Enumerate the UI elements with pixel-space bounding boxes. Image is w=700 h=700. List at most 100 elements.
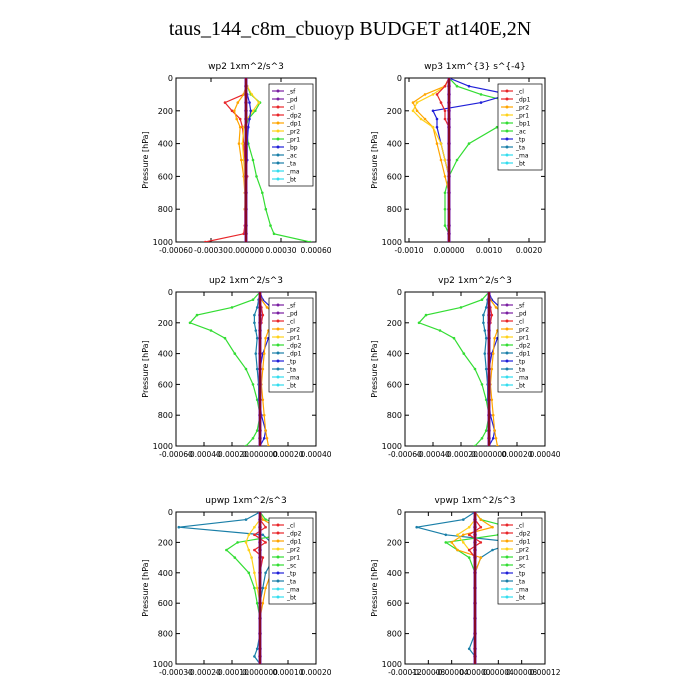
series-point [415,101,419,104]
series-point [255,336,259,340]
legend-label: _ma [286,587,300,594]
series-point [482,313,485,317]
legend-label: _cl [286,523,295,530]
legend-marker [505,153,509,157]
legend-marker [505,113,509,117]
series-point [255,429,259,432]
series-point [455,84,459,88]
legend-marker [505,523,509,527]
legend-marker [276,177,280,181]
y-axis-label: Pressure [hPa] [141,131,150,188]
series-point [462,352,466,355]
legend-label: _pr1 [515,555,529,562]
series-point [264,571,267,575]
series-point [223,101,227,104]
series-point [236,101,240,104]
y-tick-label: 200 [387,107,402,116]
x-tick-label: 0.00020 [300,668,331,677]
legend-label: _ma [286,375,300,382]
series-point [435,142,439,145]
legend-box [268,517,314,605]
legend-label: _ta [515,579,525,586]
series-point [438,329,442,332]
legend-label: _tp [515,359,525,366]
series-point [272,232,276,236]
legend-box [497,83,543,171]
legend-marker [276,343,280,347]
y-tick-label: 1000 [153,660,173,669]
x-tick-label: 0.00000 [459,668,490,677]
legend-marker [505,335,509,339]
legend-label: _cl [286,105,295,112]
legend-label: _dp1 [515,539,531,546]
y-tick-label: 1000 [153,442,173,451]
series-point [435,125,439,129]
legend: _cl_dp1_pr2_pr1_bp1_ac_tp_ta_ma_bt [497,83,543,171]
legend-label: _bt [286,595,297,602]
series-point [235,117,238,121]
legend-marker [276,129,280,133]
series-point [490,313,494,317]
series-point [491,413,495,417]
legend-marker [505,595,509,599]
legend-marker [276,595,280,599]
legend-label: _dp1 [515,97,531,104]
series-point [267,444,270,446]
legend-marker [276,531,280,535]
series-point [443,207,447,211]
series-point [493,429,496,432]
series-point [443,117,447,121]
series-point [411,101,415,104]
legend-marker [505,547,509,551]
series-point [431,109,435,113]
chart-title: upwp 1xm^2/s^3 [205,496,286,506]
legend-marker [505,137,509,141]
series-group [203,78,312,242]
series-point [424,313,428,317]
series-point [443,84,447,88]
legend-box [497,517,543,605]
series-point [484,306,488,309]
series-point [431,125,435,129]
series-point [261,586,265,590]
y-tick-label: 800 [158,205,173,214]
series-point [456,548,459,552]
legend-marker [276,105,280,109]
legend-label: _pd [286,311,298,318]
series-point [496,444,499,446]
legend-label: _ta [515,367,525,374]
legend-marker [505,563,509,567]
series-point [435,93,439,96]
x-tick-label: 0.00040 [529,450,560,459]
series-point [473,367,477,371]
legend-label: _ma [515,375,529,382]
series-point [261,367,265,371]
series-point [443,224,447,227]
legend-label: _sf [515,303,525,310]
series-point [249,109,252,113]
series-point [265,306,269,309]
legend-marker [505,161,509,165]
series-point [443,191,447,195]
legend-marker [505,303,509,307]
series-point [443,158,447,162]
series-point [264,525,267,529]
legend-label: _ma [515,153,529,160]
legend-marker [276,153,280,157]
legend-label: _tp [286,359,296,366]
x-tick-label: 0.00008 [506,668,537,677]
legend-marker [276,367,280,371]
legend-marker [276,137,280,141]
legend-label: _dp2 [286,113,302,120]
series-point [467,647,471,651]
chart-panel-5: upwp 1xm^2/s^3 Pressure [hPa] 0 200 400 600 80… [141,496,332,677]
x-tick-label: -0.0010 [395,246,424,255]
series-point [269,224,272,227]
legend-label: _sc [286,563,296,570]
y-tick-label: 1000 [382,238,402,247]
series-point [253,655,256,658]
series-point [493,336,496,340]
legend-marker [276,311,280,315]
y-tick-label: 600 [387,599,402,608]
legend-label: _ta [286,367,296,374]
